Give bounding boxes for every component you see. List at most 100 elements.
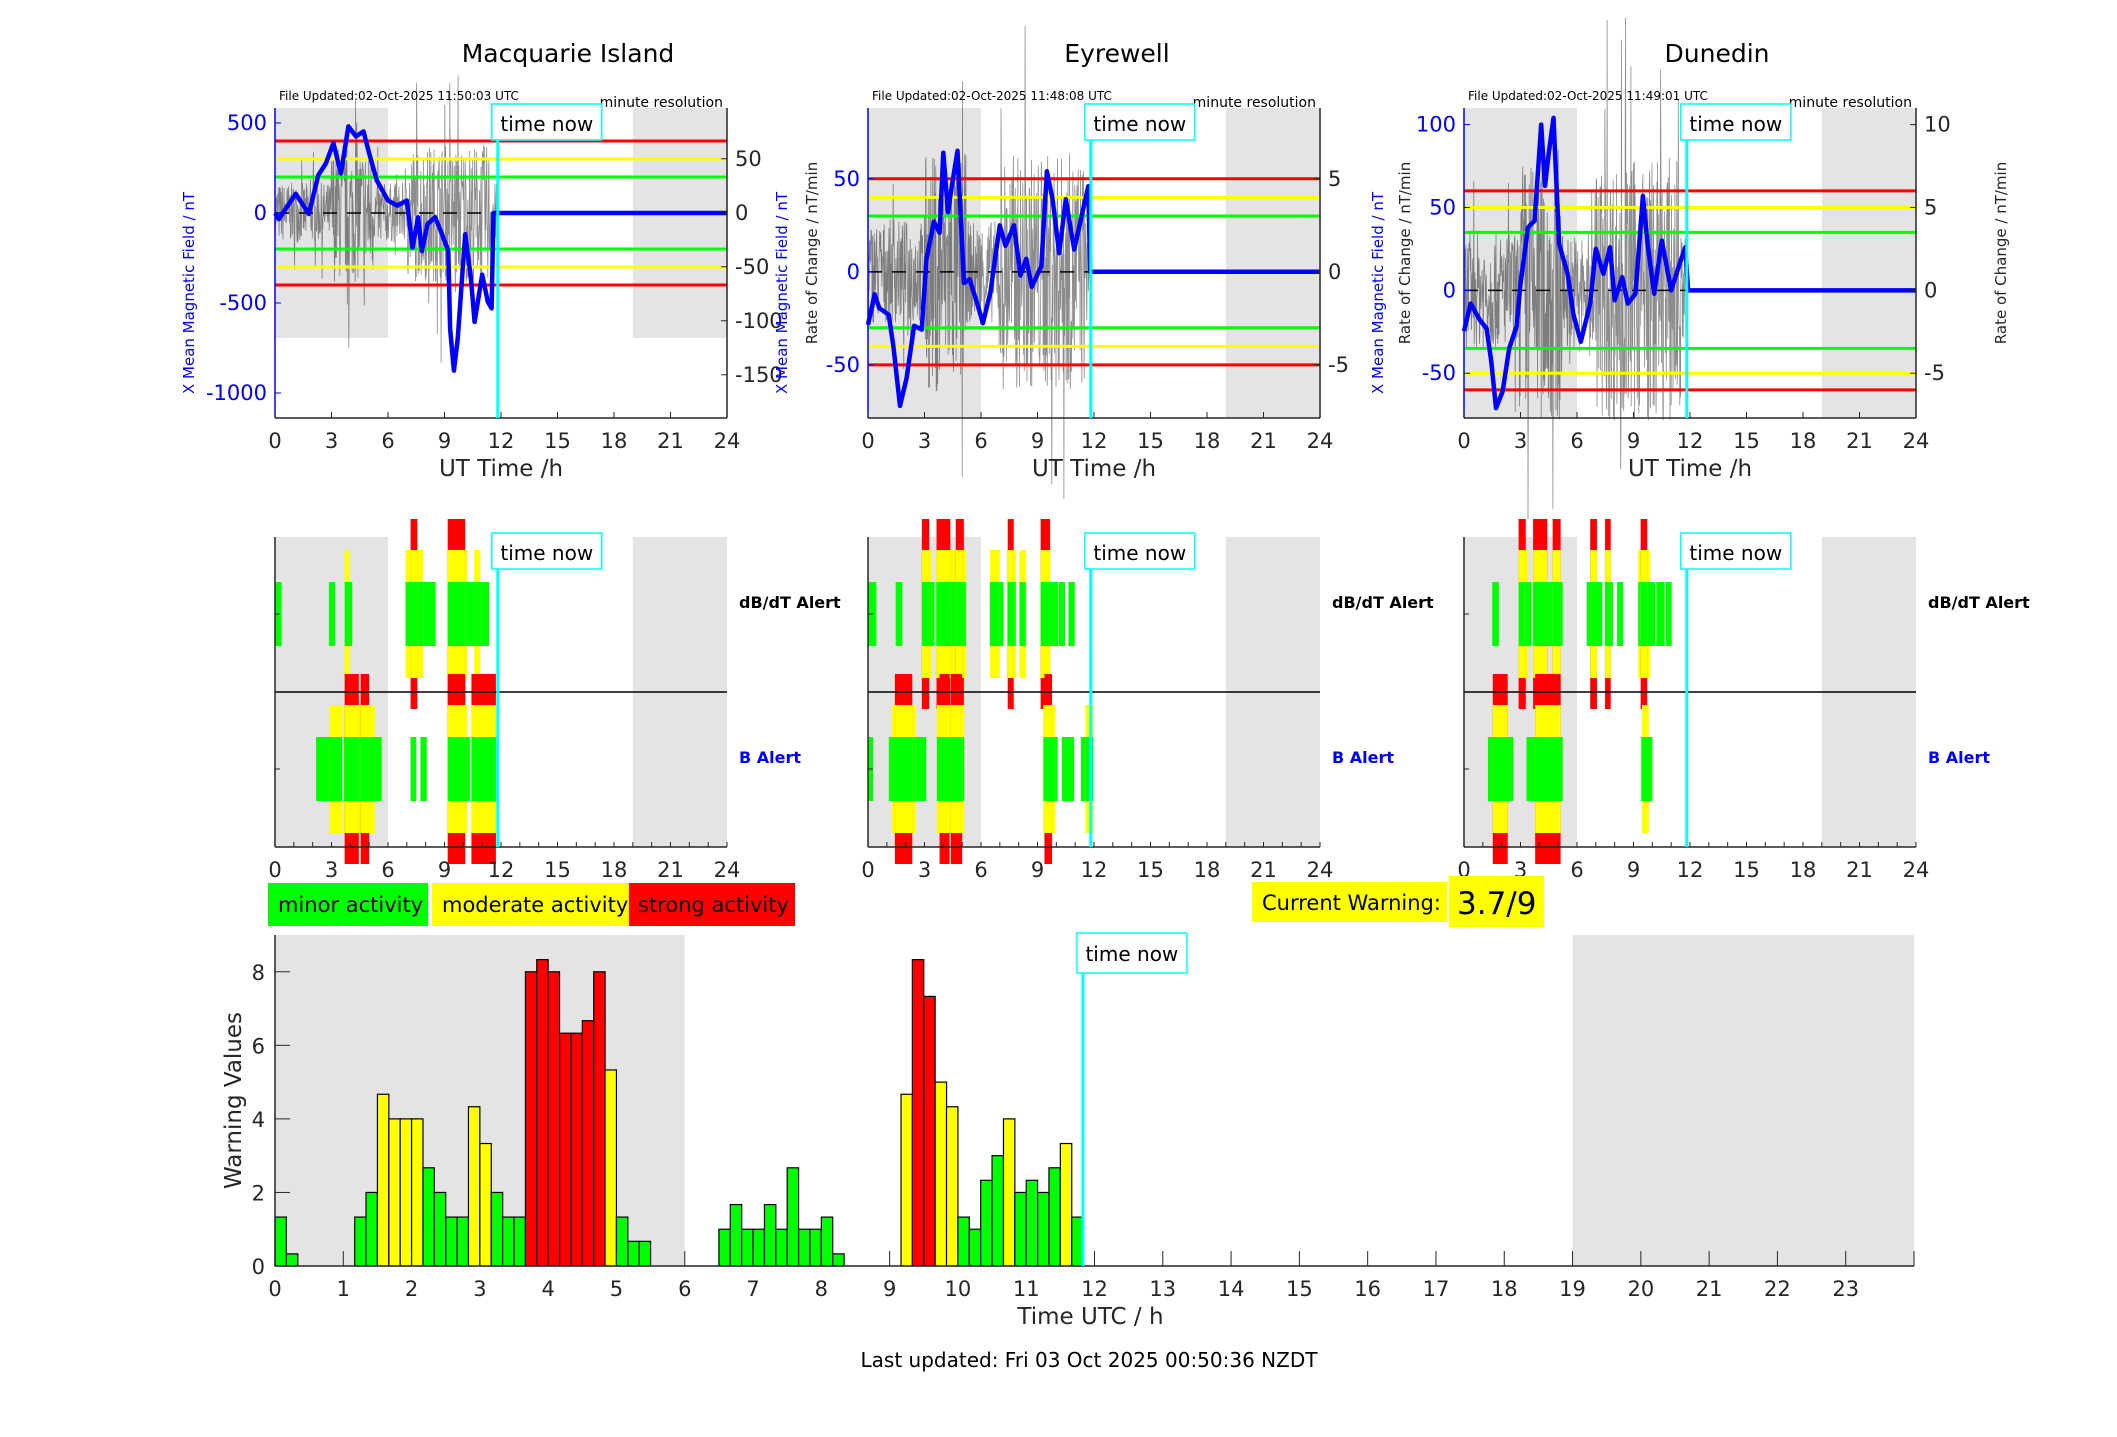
dbdt-alert-minor-block (1019, 582, 1026, 646)
alert-x-tick-label: 3 (918, 858, 931, 882)
dbdt-alert-minor-block (1492, 582, 1499, 646)
dbdt-alert-label: dB/dT Alert (1928, 593, 2030, 612)
dbdt-alert-minor-block (1638, 582, 1641, 646)
b-alert-minor-block (467, 737, 470, 801)
bar-strong (570, 1032, 583, 1267)
alert-x-tick-label: 3 (325, 858, 338, 882)
dbdt-alert-minor-block (1586, 582, 1591, 646)
file-updated-label: File Updated:02-Oct-2025 11:49:01 UTC (1468, 89, 1708, 103)
left-tick-label: 50 (1429, 195, 1456, 219)
activity-legend: minor activity moderate activity strong … (268, 883, 795, 926)
bar-strong (547, 971, 561, 1267)
bar-minor (433, 1191, 447, 1267)
b-alert-minor-block (1526, 737, 1536, 801)
time-now-box (1680, 532, 1792, 570)
current-warning-label-box (1252, 882, 1447, 922)
y-tick-label: 4 (252, 1108, 265, 1132)
current-warning: Current Warning: 3.7/9 (1252, 876, 1544, 927)
x-tick-label: 24 (714, 429, 741, 453)
dbdt-alert-minor-block (1640, 582, 1648, 646)
night-shade (1464, 108, 1577, 418)
x-tick-label: 4 (541, 1277, 554, 1301)
x-tick-label: 6 (381, 429, 394, 453)
x-tick-label: 5 (610, 1277, 623, 1301)
rate-of-change-trace (1463, 17, 1689, 520)
dbdt-alert-minor-block (1552, 582, 1561, 646)
right-tick-label: 10 (1924, 113, 1951, 137)
x-tick-label: 12 (1081, 1277, 1108, 1301)
b-alert-minor-block (1055, 737, 1058, 801)
dbdt-alert-minor-block (1007, 582, 1014, 646)
left-tick-label: 0 (254, 201, 267, 225)
bar-minor (422, 1167, 435, 1267)
time-now-label: time now (500, 541, 593, 565)
b-alert-minor-block (894, 737, 913, 801)
bar-minor (274, 1216, 287, 1267)
bar-minor (615, 1216, 629, 1267)
x-tick-label: 3 (325, 429, 338, 453)
dbdt-alert-minor-block (1528, 582, 1532, 646)
x-tick-label: 9 (883, 1277, 896, 1301)
x-tick-label: 18 (1194, 429, 1221, 453)
dbdt-alert-minor-block (1596, 582, 1603, 646)
dbdt-alert-minor-block (423, 582, 436, 646)
bar-minor (1025, 1179, 1039, 1267)
legend-minor-label: minor activity (278, 893, 423, 917)
alert-x-tick-label: 18 (1194, 858, 1221, 882)
dbdt-alert-minor-block (1560, 582, 1563, 646)
x-tick-label: 9 (1627, 429, 1640, 453)
bar-minor (1014, 1191, 1027, 1267)
time-now-box (1680, 103, 1792, 141)
alert-x-tick-label: 6 (381, 858, 394, 882)
x-tick-label: 0 (268, 1277, 281, 1301)
dbdt-alert-label: dB/dT Alert (1332, 593, 1434, 612)
bar-strong (911, 959, 925, 1267)
bar-moderate (388, 1118, 401, 1267)
x-axis-label: UT Time /h (1628, 456, 1752, 482)
x-tick-label: 18 (601, 429, 628, 453)
b-alert-minor-block (1648, 737, 1653, 801)
current-warning-label: Current Warning: (1262, 891, 1441, 915)
b-alert-minor-block (915, 737, 927, 801)
dbdt-alert-minor-block (895, 582, 903, 646)
bar-minor (354, 1216, 367, 1267)
alert-x-tick-label: 0 (268, 858, 281, 882)
b-alert-minor-block (950, 737, 963, 801)
b-alert-minor-block (329, 737, 343, 801)
x-tick-label: 15 (1137, 429, 1164, 453)
x-tick-label: 6 (678, 1277, 691, 1301)
b-alert-minor-block (420, 737, 427, 801)
b-alert-label: B Alert (1332, 748, 1394, 767)
x-tick-label: 10 (945, 1277, 972, 1301)
dbdt-alert-minor-block (1547, 582, 1553, 646)
b-alert-minor-block (1081, 737, 1086, 801)
dbdt-alert-minor-block (921, 582, 930, 646)
bar-moderate (945, 1106, 959, 1267)
time-now-label: time now (1093, 112, 1186, 136)
alert-x-tick-label: 24 (1903, 858, 1930, 882)
dbdt-alert-minor-block (405, 582, 411, 646)
bar-minor (797, 1228, 811, 1267)
resolution-label: minute resolution (600, 95, 723, 111)
bar-moderate (467, 1106, 481, 1267)
right-tick-label: 50 (735, 147, 762, 171)
x-tick-label: 17 (1423, 1277, 1450, 1301)
magnetic-field-curve (273, 124, 727, 373)
night-shade (1225, 108, 1320, 418)
x-tick-label: 2 (405, 1277, 418, 1301)
time-now-label: time now (1689, 112, 1782, 136)
dbdt-alert-minor-block (329, 582, 336, 646)
dbdt-alert-minor-block (1068, 582, 1075, 646)
dbdt-alert-minor-block (1610, 582, 1613, 646)
b-alert-minor-block (1043, 737, 1046, 801)
y-tick-label: 0 (252, 1255, 265, 1279)
x-tick-label: 12 (1677, 429, 1704, 453)
right-y-axis-label: Rate of Change / nT/min (803, 162, 821, 344)
b-alert-minor-block (471, 737, 496, 801)
bar-minor (627, 1240, 640, 1267)
dbdt-alert-minor-block (410, 582, 418, 646)
alert-panel-1: 0 3 6 9 12 15 18 21 24 dB/dT Alert B Alert time now (861, 519, 1434, 882)
